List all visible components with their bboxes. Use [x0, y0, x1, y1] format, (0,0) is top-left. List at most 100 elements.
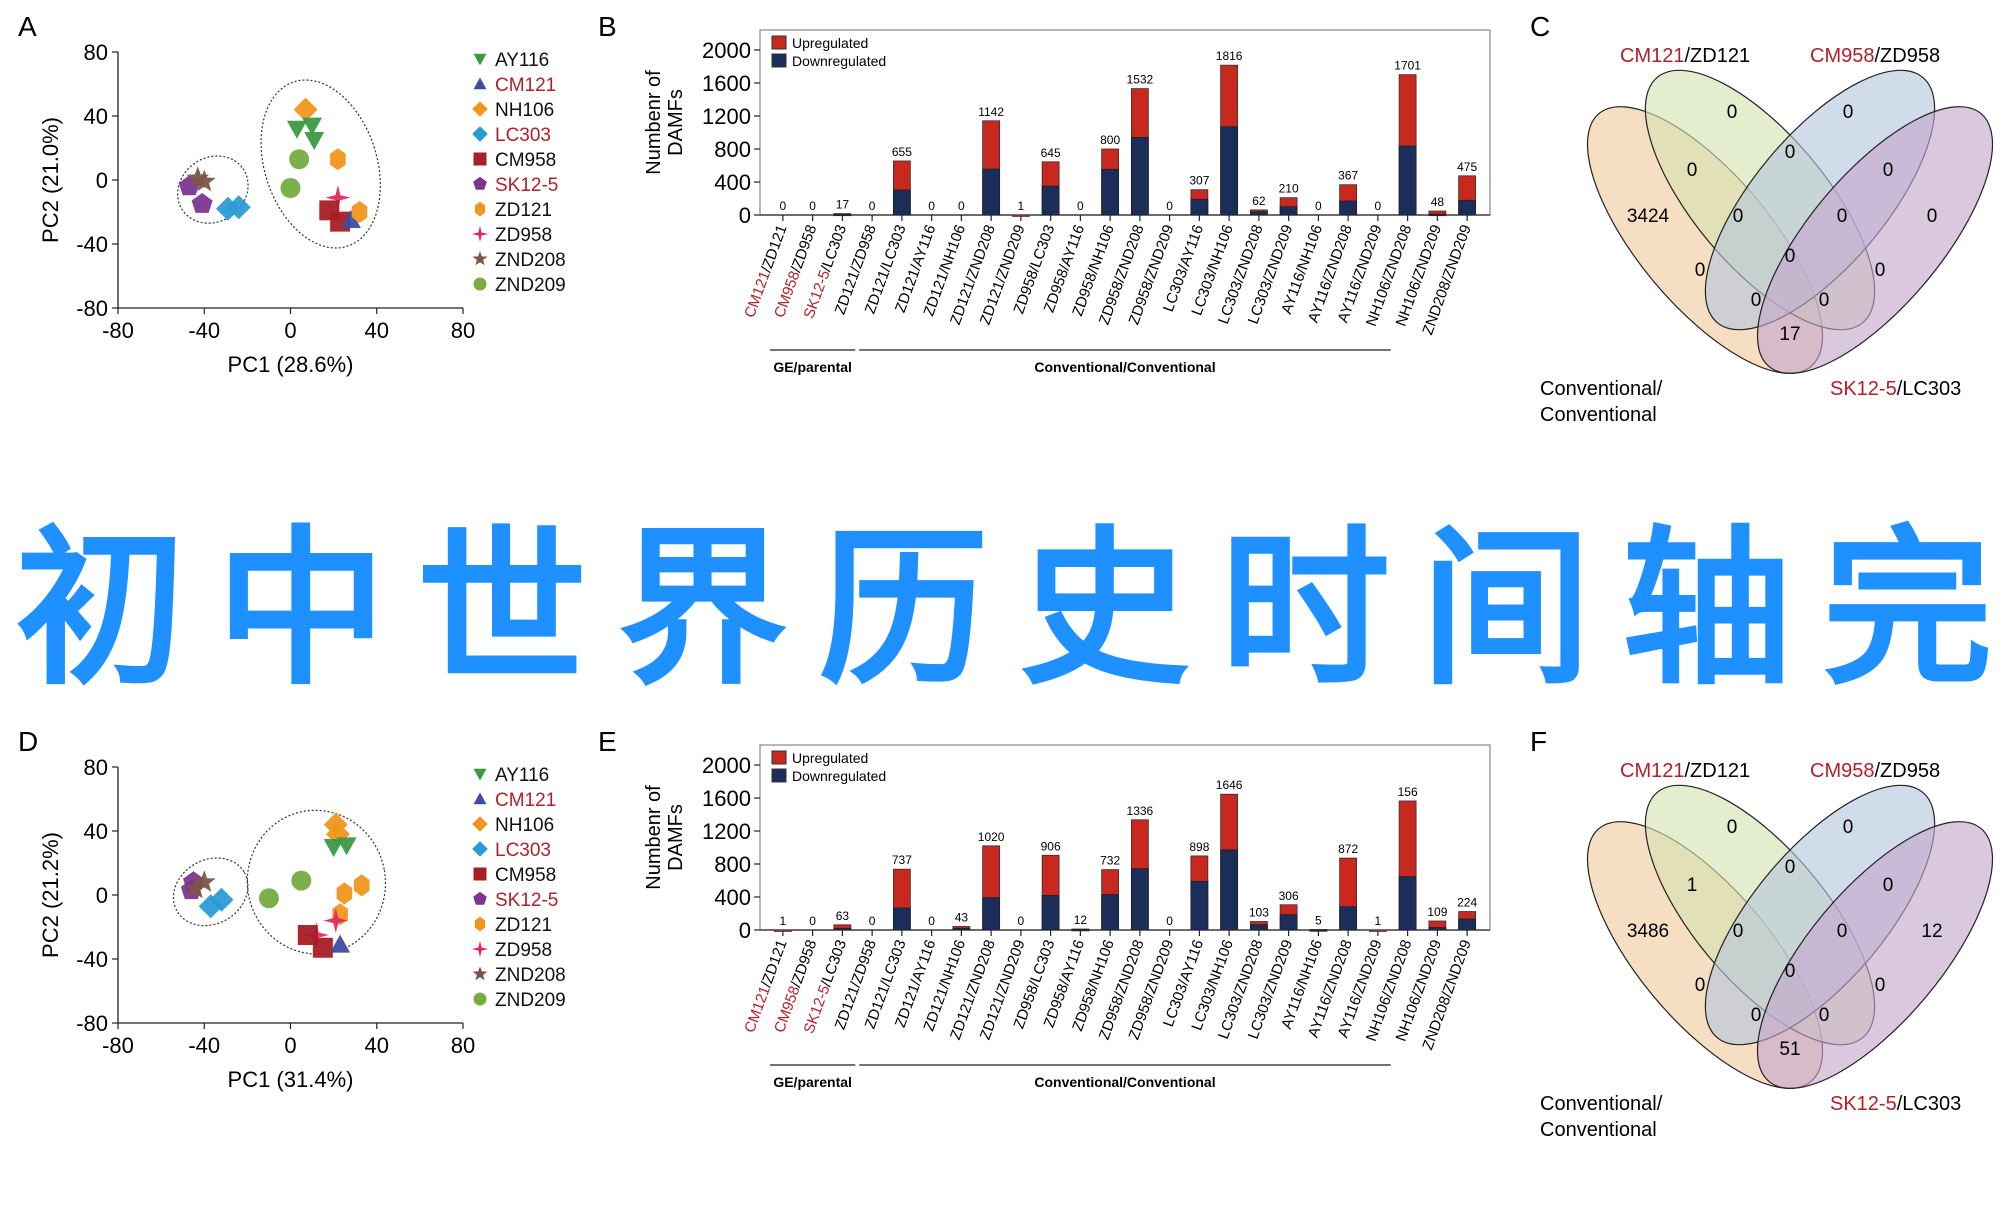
bar-value-label: 63 [836, 909, 850, 923]
bar-downregulated [1190, 198, 1209, 216]
bar-value-label: 0 [928, 914, 935, 928]
bar-downregulated [1220, 849, 1239, 931]
bar-value-label: 17 [836, 198, 850, 212]
bar-downregulated [1220, 126, 1239, 216]
bar-value-label: 5 [1315, 914, 1322, 928]
square-icon [473, 867, 487, 881]
legend-label-cm121: CM121 [495, 75, 556, 96]
pentagon-icon [473, 891, 487, 905]
pca-plot-a: A -80 -40 0 40 80 -80 -40 0 40 80 PC1 (28.6%) PC2 (2… [18, 11, 566, 377]
venn-region-count-bcd: 0 [1875, 975, 1886, 996]
watermark-char: 史 [1019, 511, 1190, 709]
venn-set-label-rest: /ZD121 [1684, 760, 1750, 782]
watermark-char: 初 [15, 511, 186, 709]
legend-label-znd209: ZND209 [495, 990, 566, 1011]
four-point-star-icon [471, 225, 489, 243]
bar-value-label: 0 [1018, 914, 1025, 928]
y-tick-label: 400 [714, 170, 751, 195]
venn-set-label: SK12-5/LC303 [1830, 378, 1961, 400]
bar-downregulated [1309, 929, 1328, 932]
panel-label-a: A [18, 11, 37, 42]
category-part: /LC303 [818, 223, 851, 274]
y-tick-label: 40 [84, 104, 108, 129]
legend-label-cm958: CM958 [495, 150, 556, 171]
legend-label-sk125: SK12-5 [495, 175, 558, 196]
bar-value-label: 0 [809, 914, 816, 928]
bar-value-label: 62 [1252, 194, 1266, 208]
venn-region-count-c: 0 [1843, 102, 1854, 123]
bar-value-label: 156 [1398, 785, 1418, 799]
bar-value-label: 0 [809, 199, 816, 213]
diamond-icon [472, 126, 488, 142]
bar-downregulated [1428, 213, 1447, 217]
y-tick-label: 1600 [702, 786, 751, 811]
circle-icon [473, 992, 487, 1006]
category-highlight-part: CM958 [771, 984, 804, 1035]
venn-region-count-bc: 0 [1785, 857, 1796, 878]
data-point-znd209 [258, 888, 279, 909]
x-tick-label: 80 [451, 1033, 475, 1058]
venn-set-label-rest: /ZD958 [1874, 760, 1940, 782]
bar-downregulated [1398, 876, 1417, 931]
watermark-char: 轴 [1621, 511, 1792, 709]
y-tick-label: -40 [76, 947, 108, 972]
legend-label-nh106: NH106 [495, 100, 554, 121]
y-axis-title: PC2 (21.0%) [38, 117, 63, 243]
y-tick-label: 800 [714, 137, 751, 162]
y-tick-label: 400 [714, 885, 751, 910]
venn-set-label-rest: /ZD121 [1684, 45, 1750, 67]
panel-label-d: D [18, 726, 38, 757]
bar-value-label: 732 [1100, 854, 1120, 868]
venn-set-label: CM121/ZD121 [1620, 45, 1750, 67]
bar-value-label: 1 [1375, 914, 1382, 928]
bar-value-label: 737 [892, 853, 912, 867]
y-tick-label: 2000 [702, 38, 751, 63]
venn-region-count-abd: 0 [1819, 290, 1830, 311]
legend-label-lc303: LC303 [495, 125, 551, 146]
legend-label-cm958: CM958 [495, 865, 556, 886]
bar-downregulated [952, 927, 971, 931]
bar-downregulated [833, 927, 852, 931]
bar-downregulated [1101, 894, 1120, 931]
bar-value-label: 0 [780, 199, 787, 213]
venn-set-label-highlight: CM958 [1810, 45, 1874, 67]
y-tick-label: 800 [714, 852, 751, 877]
y-tick-label: 40 [84, 819, 108, 844]
venn-diagram-f: F 3486 0 0 12 1 0 0 0 0 51 0 0 0 0 0 Conventional/Conven… [1530, 726, 1994, 1141]
x-tick-label: 0 [284, 318, 296, 343]
venn-region-count-acd: 0 [1751, 290, 1762, 311]
category-part: /ZD121 [758, 223, 791, 275]
venn-set-label: CM121/ZD121 [1620, 760, 1750, 782]
x-tick-label: -40 [188, 1033, 220, 1058]
data-point-ay116 [302, 117, 323, 136]
bar-value-label: 475 [1457, 160, 1477, 174]
legend-label-cm121: CM121 [495, 790, 556, 811]
venn-diagram-c: C 3424 0 0 0 0 0 0 0 0 17 0 0 0 0 0 Conventional/Convent… [1530, 11, 1994, 426]
venn-set-label: SK12-5/LC303 [1830, 1093, 1961, 1115]
pentagon-icon [473, 176, 487, 190]
bar-upregulated [773, 929, 792, 932]
data-point-cm121 [330, 934, 351, 953]
legend-label-znd208: ZND208 [495, 250, 566, 271]
panel-label-f: F [1530, 726, 1547, 757]
four-point-star-icon [471, 940, 489, 958]
bar-value-label: 0 [869, 199, 876, 213]
watermark-char: 时 [1220, 511, 1391, 709]
venn-set-label: CM958/ZD958 [1810, 760, 1940, 782]
venn-set-label-line: Conventional [1540, 1119, 1657, 1141]
bar-value-label: 0 [1077, 199, 1084, 213]
venn-set-label-highlight: SK12-5 [1830, 1093, 1897, 1115]
group-label: GE/parental [773, 359, 852, 375]
bar-value-label: 43 [955, 910, 969, 924]
venn-region-count-c: 0 [1843, 817, 1854, 838]
hexagon-icon [474, 916, 486, 932]
venn-region-count-abcd: 0 [1785, 246, 1796, 267]
panel-label-e: E [598, 726, 617, 757]
venn-region-count-bcd: 0 [1875, 260, 1886, 281]
y-axis-title-line2: DAMFs [665, 804, 687, 871]
diamond-icon [472, 816, 488, 832]
y-tick-label: 1600 [702, 71, 751, 96]
bar-value-label: 1142 [978, 105, 1004, 119]
bar-value-label: 103 [1249, 906, 1269, 920]
bar-value-label: 1020 [978, 830, 1005, 844]
